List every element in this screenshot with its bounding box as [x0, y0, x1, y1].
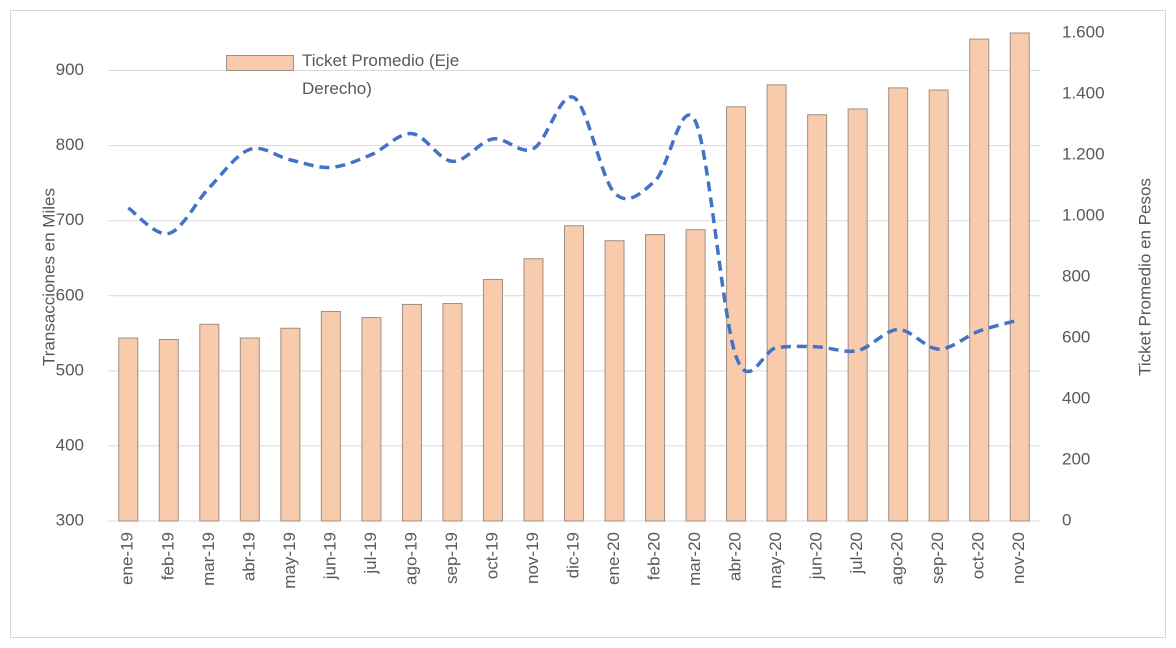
- y2-tick-label: 600: [1062, 327, 1090, 346]
- bar: [888, 87, 909, 522]
- x-tick-label: sep-19: [442, 532, 461, 584]
- bar: [401, 303, 422, 522]
- x-tick-label: jun-20: [807, 532, 826, 580]
- line: [127, 95, 1021, 374]
- y2-tick-label: 1.200: [1062, 144, 1105, 163]
- x-tick-label: mar-19: [199, 532, 218, 586]
- x-tick-label: abr-20: [726, 532, 745, 581]
- bar: [1009, 32, 1030, 522]
- x-tick-label: dic-19: [563, 532, 582, 578]
- bar: [969, 38, 990, 522]
- bar: [928, 89, 949, 522]
- x-tick-label: sep-20: [928, 532, 947, 584]
- bar: [645, 234, 666, 522]
- y2-axis-title: Ticket Promedio en Pesos: [1135, 178, 1154, 376]
- y2-tick-label: 0: [1062, 510, 1071, 529]
- bar: [239, 337, 260, 522]
- y2-tick-label: 400: [1062, 388, 1090, 407]
- x-tick-label: may-19: [280, 532, 299, 589]
- bar: [847, 108, 868, 522]
- x-tick-label: oct-20: [969, 532, 988, 579]
- bar: [766, 84, 787, 522]
- bar: [523, 258, 544, 522]
- x-tick-label: jul-20: [847, 532, 866, 575]
- y-tick-label: 400: [56, 435, 84, 454]
- x-tick-label: feb-20: [645, 532, 664, 580]
- bar: [280, 327, 301, 522]
- bar: [482, 278, 503, 522]
- bar: [199, 323, 220, 522]
- y2-tick-label: 1.400: [1062, 83, 1105, 102]
- bar: [320, 310, 341, 522]
- x-tick-label: oct-19: [482, 532, 501, 579]
- y-tick-label: 300: [56, 510, 84, 529]
- y2-tick-label: 1.000: [1062, 205, 1105, 224]
- x-tick-label: jun-19: [320, 532, 339, 580]
- y2-tick-label: 200: [1062, 449, 1090, 468]
- legend-label: Ticket Promedio (Eje Derecho): [302, 51, 460, 98]
- bar: [604, 240, 625, 522]
- frame: [10, 10, 1166, 638]
- x-tick-label: feb-19: [158, 532, 177, 580]
- y-tick-label: 800: [56, 135, 84, 154]
- bar: [361, 317, 382, 522]
- y2-tick-label: 800: [1062, 266, 1090, 285]
- x-tick-label: nov-19: [523, 532, 542, 584]
- y-tick-label: 500: [56, 360, 84, 379]
- y-tick-label: 600: [56, 285, 84, 304]
- x-tick-label: ene-20: [604, 532, 623, 585]
- x-tick-label: jul-19: [361, 532, 380, 575]
- y-tick-label: 900: [56, 60, 84, 79]
- bar: [807, 114, 828, 522]
- x-tick-label: nov-20: [1009, 532, 1028, 584]
- x-tick-label: abr-19: [239, 532, 258, 581]
- x-tick-label: ene-19: [118, 532, 137, 585]
- bar: [685, 229, 706, 522]
- x-tick-label: mar-20: [685, 532, 704, 586]
- x-tick-label: ago-20: [888, 532, 907, 585]
- legend-swatch: [226, 55, 294, 71]
- bar: [158, 339, 179, 522]
- y2-tick-label: 1.600: [1062, 22, 1105, 41]
- x-tick-label: ago-19: [401, 532, 420, 585]
- bar: [726, 106, 747, 522]
- y-tick-label: 700: [56, 210, 84, 229]
- bar: [118, 337, 139, 522]
- bar: [564, 225, 584, 522]
- bar: [442, 303, 463, 522]
- x-tick-label: may-20: [766, 532, 785, 589]
- y-axis-title: Transacciones en Miles: [39, 188, 58, 366]
- legend: Ticket Promedio (Eje Derecho): [226, 47, 516, 103]
